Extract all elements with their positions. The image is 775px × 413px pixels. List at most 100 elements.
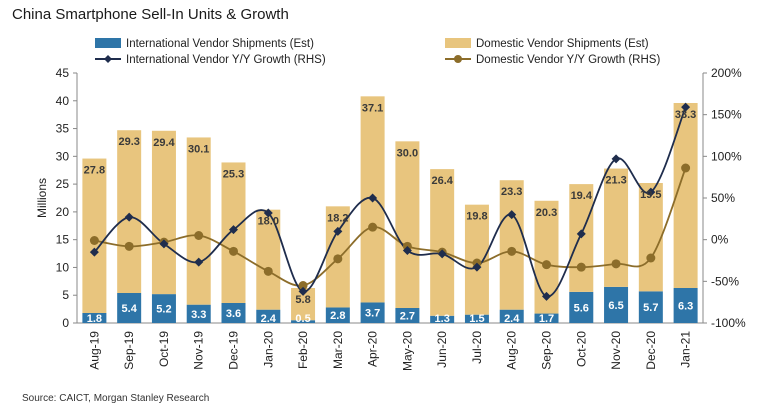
intl-growth-point [368,193,378,203]
data-label-dom-shipments: 5.8 [295,294,310,306]
dom-growth-point [124,241,134,251]
x-tick-label: Aug-20 [505,331,519,370]
bar-intl-shipments [360,302,385,323]
y-tick-label: 15 [56,233,70,247]
intl-growth-point [611,154,621,164]
dom-growth-point [542,260,551,270]
x-tick-label: Dec-20 [644,331,658,370]
data-label-dom-shipments: 29.4 [153,137,175,149]
legend-label-intl-shipments: International Vendor Shipments (Est) [126,38,314,50]
intl-growth-point [681,102,691,112]
data-label-dom-shipments: 18.0 [258,216,279,228]
bar-dom-shipments [638,183,663,292]
dom-growth-line [94,167,687,287]
bar-intl-shipments [256,309,281,323]
legend-swatch-intl-shipments [95,38,121,48]
bar-intl-shipments [534,313,559,323]
x-tick-label: Jan-20 [261,331,275,368]
dom-growth-point [298,281,308,290]
x-tick-label: Oct-19 [157,331,171,367]
y-axis-label: Millions [35,178,49,218]
bar-dom-shipments [430,169,455,316]
dom-growth-point [263,266,273,276]
bar-dom-shipments [499,180,524,310]
chart-title: China Smartphone Sell-In Units & Growth [12,6,289,23]
data-label-dom-shipments: 30.1 [188,143,209,155]
bar-intl-shipments [82,313,107,323]
y2-tick-label: 200% [711,66,742,80]
intl-growth-point [402,246,412,255]
x-tick-label: Nov-20 [609,331,623,370]
bar-intl-shipments [151,294,176,323]
data-label-intl-shipments: 2.4 [504,313,520,325]
data-label-intl-shipments: 6.3 [678,301,693,313]
data-label-dom-shipments: 27.8 [84,165,105,177]
data-label-intl-shipments: 1.5 [469,313,484,325]
legend-label-intl-growth: International Vendor Y/Y Growth (RHS) [126,54,326,66]
bar-intl-shipments [291,320,316,323]
intl-growth-point [298,286,308,296]
x-tick-label: Jan-21 [679,331,693,368]
data-label-intl-shipments: 6.5 [608,300,623,312]
bar-intl-shipments [464,314,489,323]
y-tick-label: 40 [56,94,70,108]
intl-growth-point [333,226,343,236]
legend-label-dom-growth: Domestic Vendor Y/Y Growth (RHS) [476,54,660,66]
intl-growth-point [194,257,204,267]
bar-dom-shipments [151,130,176,295]
data-label-intl-shipments: 3.6 [226,308,241,320]
bar-dom-shipments [82,158,107,313]
x-tick-label: Aug-19 [87,331,101,370]
y2-tick-label: 0% [711,233,729,247]
data-label-dom-shipments: 33.3 [675,109,696,121]
y2-tick-label: 150% [711,108,742,122]
bar-intl-shipments [673,288,698,323]
data-label-dom-shipments: 19.4 [571,190,593,202]
x-tick-label: Sep-19 [122,331,136,370]
legend: International Vendor Shipments (Est) Dom… [95,38,660,66]
bar-intl-shipments [569,291,594,323]
intl-growth-line [93,106,687,298]
data-label-intl-shipments: 5.2 [156,304,171,316]
data-label-dom-shipments: 37.1 [362,102,383,114]
x-tick-label: Feb-20 [296,331,310,369]
y-tick-label: 35 [56,122,70,136]
legend-marker-dom-growth [454,55,462,63]
data-label-intl-shipments: 5.7 [643,302,658,314]
y2-tick-label: 100% [711,149,742,163]
y-tick-label: 30 [56,149,70,163]
bar-dom-shipments [117,130,142,293]
legend-marker-intl-growth [104,55,112,63]
dom-growth-point [507,246,517,256]
data-label-dom-shipments: 19.5 [640,189,661,201]
dom-growth-point [368,222,378,232]
intl-growth-point [576,229,586,239]
y2-tick-label: -50% [711,274,739,288]
bar-intl-shipments [186,304,211,323]
y2-tick-label: -100% [711,316,746,330]
intl-growth-point [263,208,273,218]
data-label-dom-shipments: 25.3 [223,168,244,180]
x-tick-label: Sep-20 [540,331,554,370]
y-tick-label: 25 [56,177,70,191]
bar-intl-shipments [325,307,350,323]
bar-dom-shipments [673,103,698,288]
data-label-dom-shipments: 30.0 [397,147,418,159]
x-tick-label: Dec-19 [227,331,241,370]
intl-growth-point [472,262,482,272]
intl-growth-point [542,291,551,301]
data-label-intl-shipments: 1.7 [539,313,554,325]
bar-intl-shipments [117,293,142,323]
legend-swatch-dom-shipments [445,38,471,48]
data-label-dom-shipments: 18.2 [327,212,348,224]
data-label-intl-shipments: 0.5 [295,313,310,325]
x-tick-label: Mar-20 [331,331,345,369]
y-tick-label: 45 [56,66,70,80]
data-label-intl-shipments: 1.3 [435,313,450,325]
intl-growth-point [159,239,169,249]
y-tick-label: 10 [56,260,70,274]
intl-growth-point [437,249,447,259]
dom-growth-point [646,253,656,263]
intl-growth-point [507,210,517,220]
